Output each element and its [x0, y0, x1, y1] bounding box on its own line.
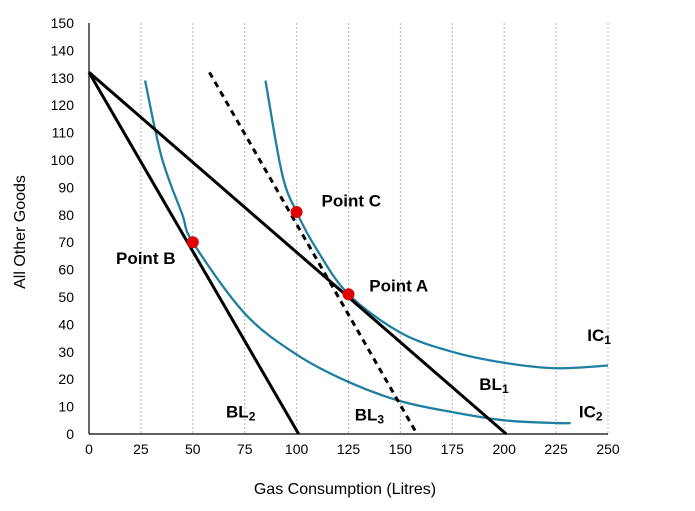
x-tick-label: 25 [133, 441, 149, 457]
x-tick-label: 75 [237, 441, 253, 457]
y-tick-label: 40 [58, 316, 74, 332]
grid [140, 23, 609, 434]
x-tick-label: 225 [544, 441, 568, 457]
x-tick-label: 200 [493, 441, 517, 457]
point-marker [342, 288, 355, 301]
point-marker [186, 236, 199, 249]
y-tick-label: 70 [58, 234, 74, 250]
y-axis-title: All Other Goods [12, 175, 29, 289]
x-tick-label: 150 [389, 441, 413, 457]
y-tick-label: 10 [58, 399, 74, 415]
budget-line-3 [208, 71, 419, 435]
y-tick-label: 130 [51, 70, 75, 86]
y-tick-label: 110 [52, 125, 75, 141]
indifference-curve-2 [143, 80, 571, 425]
y-tick-label: 60 [58, 262, 74, 278]
points [186, 206, 355, 301]
y-tick-label: 50 [58, 289, 74, 305]
x-axis-title: Gas Consumption (Litres) [254, 481, 436, 498]
budget-lines [87, 71, 508, 436]
x-tick-label: 50 [185, 441, 201, 457]
budget-line-label-1: BL1 [479, 375, 509, 396]
point-label: Point C [322, 192, 382, 211]
y-tick-label: 0 [66, 426, 74, 442]
annotations: IC1 IC2 BL1 BL2 BL3 Point A Point B Point C [116, 192, 611, 427]
y-tick-label: 80 [58, 207, 74, 223]
y-tick-label: 30 [58, 344, 74, 360]
x-tick-label: 175 [441, 441, 465, 457]
y-tick-label: 120 [51, 97, 75, 113]
y-tick-label: 90 [58, 179, 74, 195]
x-tick-label: 100 [285, 441, 309, 457]
y-tick-labels: 0 10 20 30 40 50 60 70 80 90 100 110 120 130 140 150 [51, 15, 75, 442]
indifference-curve-1 [264, 80, 609, 370]
point-label: Point A [369, 277, 428, 296]
point-label: Point B [116, 249, 176, 268]
x-tick-label: 250 [596, 441, 620, 457]
x-tick-labels: 0 25 50 75 100 125 150 175 200 225 250 [85, 441, 620, 457]
indifference-curve-label-1: IC1 [587, 326, 611, 347]
budget-line-label-3: BL3 [355, 405, 385, 426]
budget-line-2 [87, 71, 300, 435]
x-tick-label: 125 [337, 441, 361, 457]
y-tick-label: 150 [51, 15, 75, 31]
axes [88, 23, 608, 435]
budget-line-label-2: BL2 [226, 403, 256, 424]
indifference-curve-label-2: IC2 [579, 403, 603, 424]
y-tick-label: 100 [51, 152, 75, 168]
indifference-curves [143, 80, 609, 425]
y-tick-label: 140 [51, 42, 75, 58]
x-tick-label: 0 [85, 441, 93, 457]
point-marker [290, 206, 303, 219]
y-tick-label: 20 [58, 371, 74, 387]
budget-line-1 [88, 71, 508, 436]
